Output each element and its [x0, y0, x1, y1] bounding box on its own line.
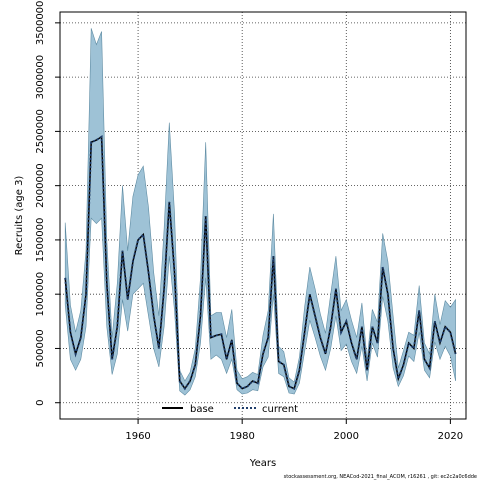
y-axis: 0 500000 1000000 1500000 2000000 2500000 30000…: [35, 1, 60, 406]
y-tick-label-2: 1000000: [35, 272, 46, 317]
legend-label-current: current: [262, 404, 298, 415]
y-tick-label-1: 500000: [35, 329, 46, 367]
legend: base current: [162, 404, 298, 415]
x-tick-label-1: 1980: [229, 431, 254, 442]
y-tick-label-0: 0: [35, 400, 46, 406]
x-axis-title: Years: [249, 458, 276, 469]
confidence-band: [64, 28, 456, 396]
y-tick-label-3: 1500000: [35, 218, 46, 263]
y-tick-label-4: 2000000: [35, 163, 46, 208]
y-axis-title: Recruits (age 3): [14, 176, 25, 256]
x-tick-label-0: 1960: [125, 431, 150, 442]
plot-frame: [59, 11, 467, 420]
x-tick-label-3: 2020: [438, 431, 463, 442]
y-tick-label-6: 3000000: [35, 55, 46, 100]
y-tick-label-7: 3500000: [35, 1, 46, 46]
series-line-current: [64, 135, 457, 391]
legend-label-base: base: [190, 404, 214, 415]
x-axis: 1960 1980 2000 2020: [125, 419, 463, 442]
y-tick-label-5: 2500000: [35, 109, 46, 154]
x-tick-label-2: 2000: [334, 431, 359, 442]
footnote: stockassessment.org, NEACod-2021_final_A…: [284, 474, 477, 480]
